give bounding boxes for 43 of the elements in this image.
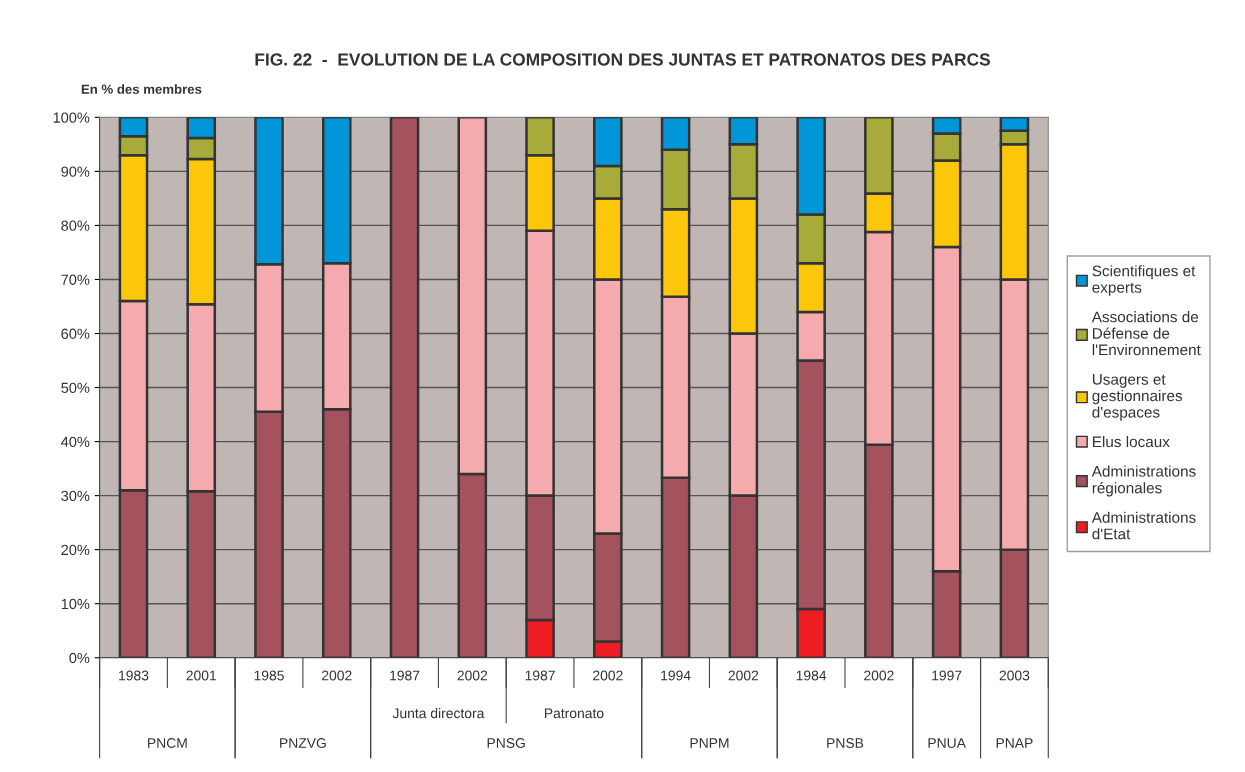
x-tick-label: 1994 [661, 670, 691, 681]
x-tick-label: 1987 [525, 670, 555, 681]
x-tick-label: 2001 [186, 670, 217, 681]
x-tick-label: 2002 [457, 670, 488, 681]
text: PNUA [928, 738, 966, 748]
x-tick-label: 2002 [728, 670, 759, 681]
text: PNSB [827, 738, 864, 748]
text: PNAP [996, 738, 1033, 748]
legend-label: Elus locaux [1093, 435, 1170, 448]
x-tick-label: 2002 [593, 670, 623, 681]
x-tick-label: 1983 [119, 670, 149, 681]
y-tick-label: 40% [61, 436, 90, 448]
y-tick-label: 20% [61, 544, 90, 556]
legend-label: Usagers et gestionnaires d'espaces [1092, 374, 1183, 421]
y-tick-label: 100% [53, 112, 90, 123]
x-tick-label: 2002 [864, 670, 894, 681]
text: Patronato [544, 708, 604, 719]
y-tick-label: 70% [61, 274, 90, 285]
legend-label: Administrations d'Etat [1091, 511, 1196, 540]
text: PNPM [690, 738, 729, 748]
y-tick-label: 10% [61, 598, 90, 610]
y-tick-label: 90% [61, 166, 90, 177]
y-axis-title: En % des membres [81, 84, 202, 94]
x-tick-label: 1987 [390, 670, 420, 681]
text: PNZVG [280, 738, 326, 748]
legend-label: Administrations régionales [1091, 465, 1196, 497]
chart-title: FIG. 22 - EVOLUTION DE LA COMPOSITION DES JUNTAS ET PATRONATOS DES PARCS [255, 53, 990, 66]
y-tick-label: 30% [61, 490, 90, 502]
x-tick-label: 2002 [322, 670, 352, 681]
y-tick-label: 50% [61, 382, 90, 393]
legend-label: Associations de Défense de l'Environnement [1091, 311, 1201, 356]
text: PNCM [148, 738, 187, 748]
x-tick-label: 1985 [254, 670, 284, 681]
y-tick-label: 0% [69, 652, 90, 664]
text: Junta directora [392, 708, 485, 719]
y-tick-label: 80% [61, 220, 90, 231]
x-tick-label: 2003 [999, 670, 1030, 681]
x-tick-label: 1997 [932, 670, 962, 681]
y-tick-label: 60% [61, 328, 90, 339]
x-tick-label: 1984 [796, 670, 827, 681]
legend-label: Scientifiques et experts [1092, 265, 1196, 296]
text: PNSG [487, 738, 525, 748]
bar [389, 117, 420, 658]
